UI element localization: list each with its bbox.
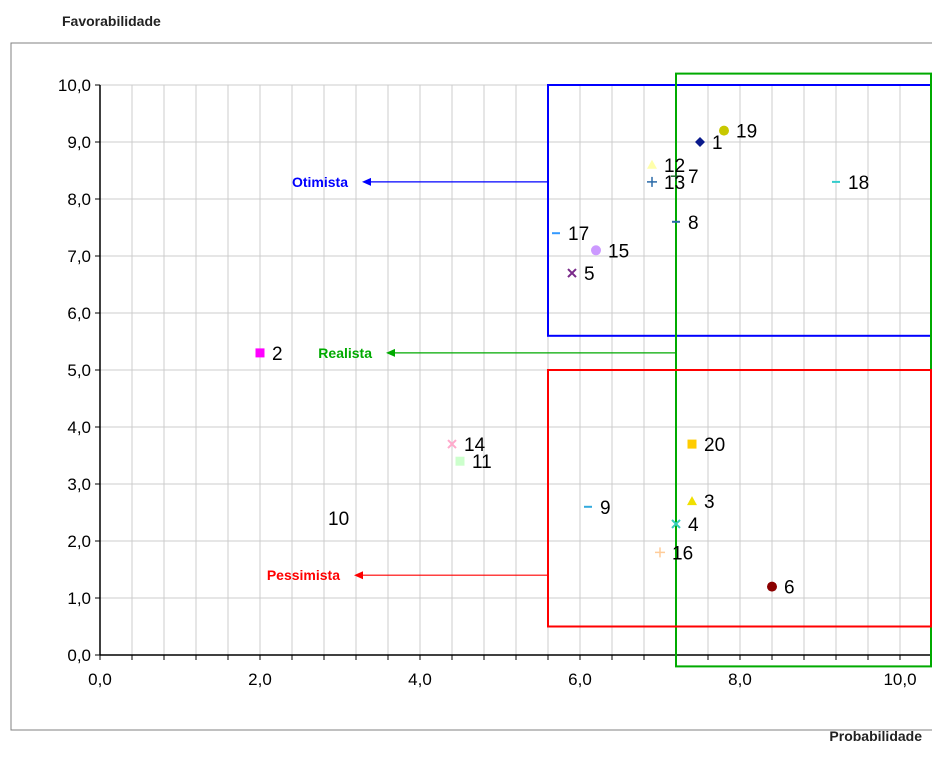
marker-diamond — [695, 137, 705, 147]
y-tick-label: 5,0 — [67, 361, 91, 380]
marker-x — [671, 519, 681, 529]
marker-circle — [719, 125, 729, 136]
x-tick-label: 0,0 — [88, 670, 112, 689]
realista-arrowhead — [386, 348, 395, 357]
point-label: 4 — [688, 515, 699, 536]
x-tick-label: 4,0 — [408, 670, 432, 689]
point-label: 17 — [568, 224, 589, 245]
point-5: 5 — [567, 264, 595, 285]
marker-circle — [591, 245, 601, 256]
point-16: 16 — [655, 543, 693, 564]
point-label: 19 — [736, 122, 757, 143]
point-2: 2 — [255, 344, 283, 365]
y-tick-label: 7,0 — [67, 247, 91, 266]
marker-square — [455, 456, 465, 466]
point-label: 12 — [664, 156, 685, 177]
otimista-arrowhead — [362, 177, 371, 186]
x-axis-title: Probabilidade — [829, 728, 922, 744]
point-13: 13 — [647, 173, 685, 194]
point-14: 14 — [447, 435, 486, 456]
point-label: 9 — [600, 498, 611, 519]
point-10: 10 — [328, 509, 349, 530]
marker-circle — [767, 581, 777, 592]
point-label: 14 — [464, 435, 486, 456]
point-12: 12 — [647, 156, 685, 177]
point-9: 9 — [584, 498, 611, 519]
pessimista-arrowhead — [354, 571, 363, 580]
point-3: 3 — [687, 492, 715, 513]
marker-x — [567, 268, 577, 278]
point-label: 2 — [272, 344, 283, 365]
y-tick-label: 4,0 — [67, 418, 91, 437]
pessimista-region — [547, 369, 932, 628]
marker-triangle — [647, 159, 657, 169]
y-tick-label: 10,0 — [58, 76, 91, 95]
marker-triangle — [687, 496, 697, 506]
realista-label: Realista — [318, 345, 372, 361]
point-label: 15 — [608, 241, 629, 262]
pessimista-label: Pessimista — [267, 567, 340, 583]
point-label: 11 — [472, 452, 492, 473]
y-tick-label: 6,0 — [67, 304, 91, 323]
point-label: 6 — [784, 578, 795, 599]
point-label: 20 — [704, 435, 725, 456]
axes — [95, 84, 930, 660]
point-label: 1 — [712, 133, 723, 154]
x-tick-label: 2,0 — [248, 670, 272, 689]
point-label: 5 — [584, 264, 595, 285]
point-6: 6 — [767, 578, 795, 599]
y-tick-label: 0,0 — [67, 646, 91, 665]
y-tick-label: 3,0 — [67, 475, 91, 494]
marker-square — [687, 439, 697, 449]
point-20: 20 — [687, 435, 725, 456]
y-tick-label: 9,0 — [67, 133, 91, 152]
point-1: 1 — [695, 133, 723, 154]
regions: Otimista Realista Pessimista — [267, 72, 932, 668]
point-label: 18 — [848, 173, 869, 194]
point-label: 3 — [704, 492, 715, 513]
point-7: 7 — [671, 167, 699, 188]
point-19: 19 — [719, 122, 757, 143]
x-tick-label: 6,0 — [568, 670, 592, 689]
point-label: 10 — [328, 509, 349, 530]
y-tick-label: 8,0 — [67, 190, 91, 209]
y-tick-label: 2,0 — [67, 532, 91, 551]
point-label: 16 — [672, 543, 693, 564]
marker-x — [447, 439, 457, 449]
tick-labels: 0,0 1,0 2,0 3,0 4,0 5,0 6,0 7,0 8,0 9,0 10,0 0,0 2,0… — [58, 76, 917, 689]
point-17: 17 — [552, 224, 589, 245]
point-label: 8 — [688, 213, 699, 234]
point-11: 11 — [455, 452, 492, 473]
x-tick-label: 8,0 — [728, 670, 752, 689]
point-15: 15 — [591, 241, 629, 262]
marker-square — [255, 348, 265, 358]
point-18: 18 — [832, 173, 869, 194]
point-8: 8 — [672, 213, 699, 234]
point-label: 7 — [688, 167, 699, 188]
y-axis-title: Favorabilidade — [62, 13, 161, 29]
y-tick-label: 1,0 — [67, 589, 91, 608]
point-4: 4 — [671, 515, 699, 536]
otimista-label: Otimista — [292, 174, 348, 190]
point-label: 13 — [664, 173, 685, 194]
x-tick-label: 10,0 — [883, 670, 916, 689]
